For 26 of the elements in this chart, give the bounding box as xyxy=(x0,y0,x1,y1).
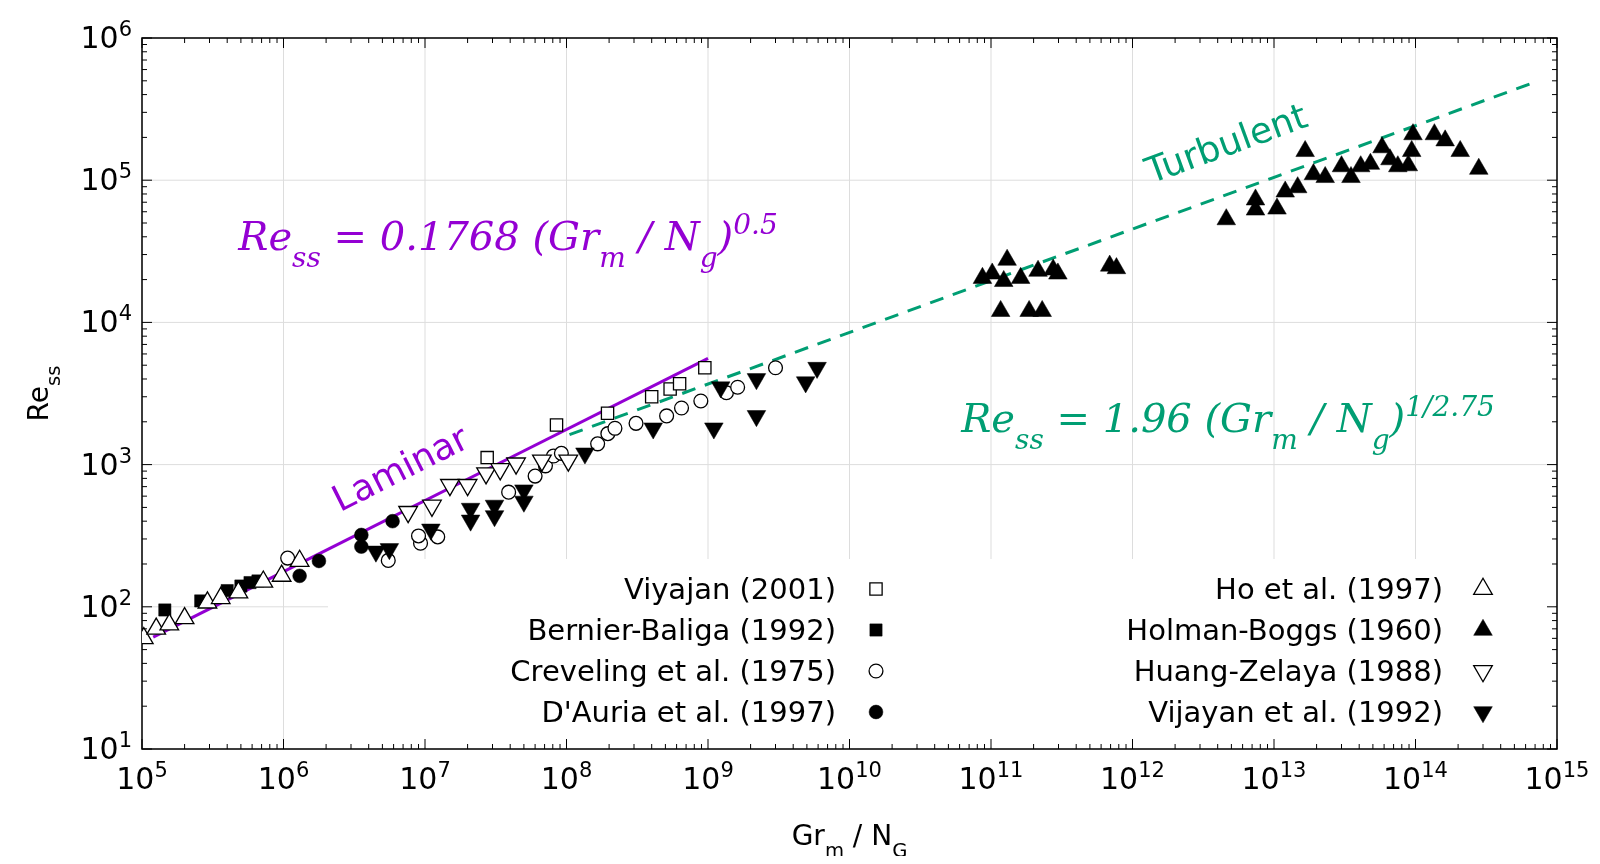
legend-label: Huang-Zelaya (1988) xyxy=(1133,654,1443,688)
legend-label: Bernier-Baliga (1992) xyxy=(527,613,836,647)
x-tick-label: 10$^{15}$ xyxy=(1524,758,1590,796)
legend-label: Ho et al. (1997) xyxy=(1215,572,1443,606)
y-tick-label: 10$^{4}$ xyxy=(80,301,132,340)
x-tick-label: 10$^{12}$ xyxy=(1100,758,1165,796)
y-tick-label: 10$^{2}$ xyxy=(80,585,132,624)
legend-label: Viyajan (2001) xyxy=(623,572,836,606)
y-tick-label: 10$^{3}$ xyxy=(80,443,132,482)
x-tick-label: 10$^{11}$ xyxy=(958,758,1024,796)
annotation: Re$_{ss}$ = 0.1768 (Gr$_{m}$ / N$_{g}$)$^{0.5}$ xyxy=(237,207,778,274)
legend-label: Holman-Boggs (1960) xyxy=(1126,613,1443,647)
x-tick-label: 10$^{8}$ xyxy=(540,758,593,796)
x-tick-label: 10$^{6}$ xyxy=(257,758,310,796)
x-tick-label: 10$^{9}$ xyxy=(682,758,734,796)
y-tick-label: 10$^{5}$ xyxy=(80,159,132,198)
x-tick-label: 10$^{13}$ xyxy=(1241,758,1307,796)
x-tick-label: 10$^{14}$ xyxy=(1383,758,1448,796)
x-axis-title: Gr$_{m}$ / N$_{G}$ xyxy=(791,819,908,862)
x-tick-label: 10$^{10}$ xyxy=(817,758,882,796)
y-tick-label: 10$^{6}$ xyxy=(80,17,132,55)
legend-label: Vijayan et al. (1992) xyxy=(1148,695,1443,729)
annotation: Re$_{ss}$ = 1.96 (Gr$_{m}$ / N$_{g}$)$^{1/2.75}$ xyxy=(960,389,1495,456)
legend-label: Creveling et al. (1975) xyxy=(510,654,836,688)
legend-label: D'Auria et al. (1997) xyxy=(541,695,836,729)
x-tick-label: 10$^{7}$ xyxy=(399,758,451,796)
